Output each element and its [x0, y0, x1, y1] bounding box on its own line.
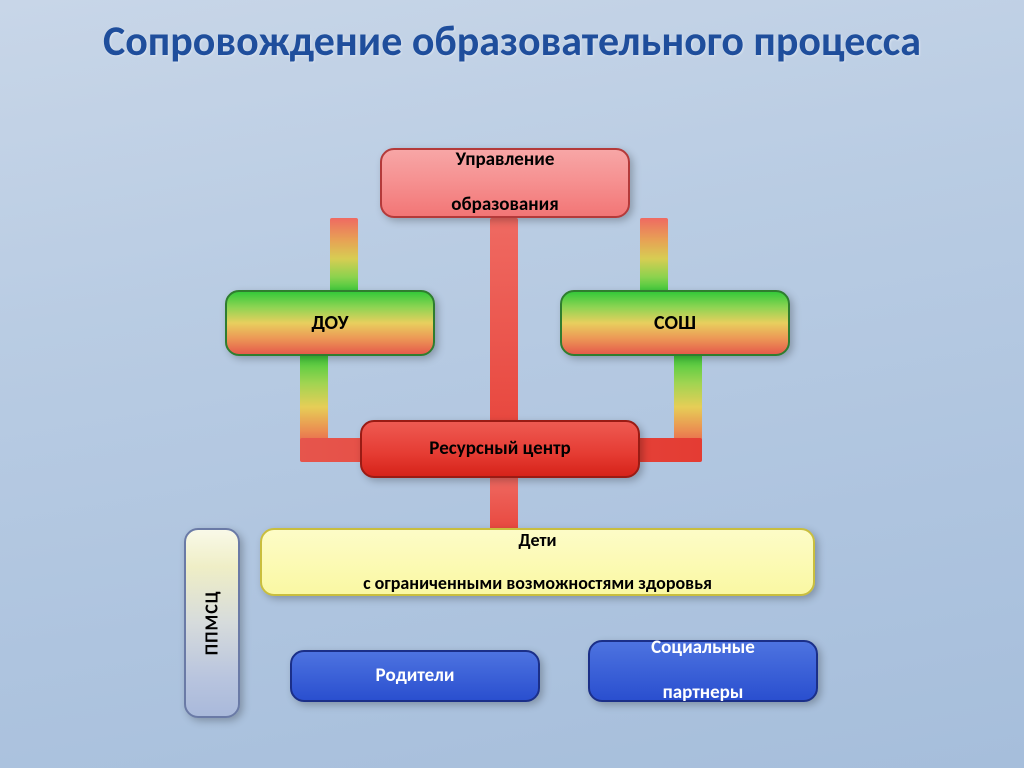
children-line2: с ограниченными возможностями здоровья	[363, 573, 712, 595]
dou-label: ДОУ	[311, 311, 348, 335]
connector-resource-children	[490, 476, 518, 530]
management-line1: Управление	[451, 149, 558, 172]
connector-management-sosh	[640, 218, 668, 292]
resource-label: Ресурсный центр	[429, 438, 570, 461]
parents-label: Родители	[376, 665, 455, 688]
sosh-label: СОШ	[654, 311, 696, 335]
connector-sosh-down	[674, 354, 702, 450]
box-dou: ДОУ	[225, 290, 435, 356]
box-ppmsc: ППМСЦ	[184, 528, 240, 718]
management-line2: образования	[451, 194, 558, 217]
connector-management-dou	[330, 218, 358, 292]
ppmsc-label: ППМСЦ	[201, 591, 223, 656]
box-partners: Социальные партнеры	[588, 640, 818, 702]
connector-management-resource	[490, 218, 518, 422]
box-management: Управление образования	[380, 148, 630, 218]
partners-line1: Социальные	[651, 637, 755, 660]
box-resource: Ресурсный центр	[360, 420, 640, 478]
box-sosh: СОШ	[560, 290, 790, 356]
box-children: Дети с ограниченными возможностями здоро…	[260, 528, 815, 596]
connector-dou-down	[300, 354, 328, 450]
diagram-stage: Управление образования ДОУ СОШ Ресурсный…	[0, 0, 1024, 768]
children-line1: Дети	[363, 530, 712, 552]
partners-line2: партнеры	[651, 682, 755, 705]
box-parents: Родители	[290, 650, 540, 702]
